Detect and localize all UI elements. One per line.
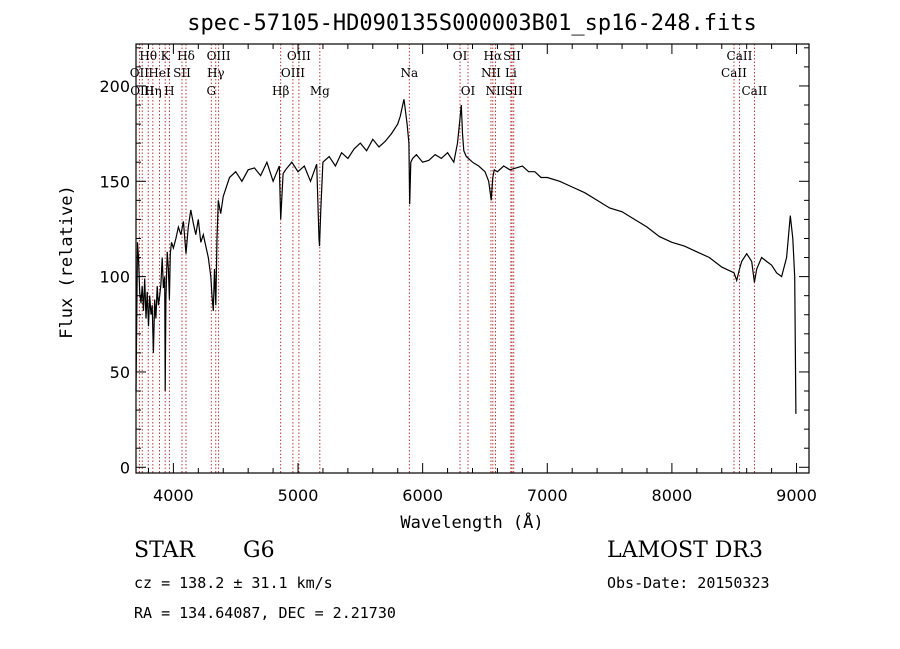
line-label-Ca-II-c: CaII (741, 84, 767, 98)
line-label-N-II-a: NII (481, 66, 501, 80)
line-label-H-delta: Hδ (177, 49, 195, 63)
line-label-Ca-II-a: CaII (727, 49, 753, 63)
line-label-O-III-d: OIII (281, 66, 305, 80)
x-tick-label: 4000 (153, 486, 194, 505)
x-tick-label: 6000 (402, 486, 443, 505)
line-label-O-II: OII (130, 66, 150, 80)
line-label-S-II-b: SII (503, 49, 521, 63)
y-axis-label: Flux (relative) (57, 185, 77, 339)
y-tick-label: 100 (99, 268, 130, 287)
y-tick-label: 50 (110, 363, 130, 382)
line-label-O-I-a: OI (453, 49, 468, 63)
line-label-H-beta: Hβ (272, 84, 289, 98)
line-label-G: G (206, 84, 216, 98)
line-label-O-I-b: OI (461, 84, 476, 98)
y-axis-ticks: 0 50 100 150 200 (99, 47, 809, 477)
x-tick-label: 7000 (527, 486, 568, 505)
x-tick-label: 9000 (776, 486, 817, 505)
redshift-readout: cz = 138.2 ± 31.1 km/s (134, 574, 333, 592)
subclass: G6 (243, 538, 275, 563)
line-label-Na: Na (400, 66, 418, 80)
object-class: STAR (134, 538, 195, 563)
x-tick-label: 8000 (652, 486, 693, 505)
line-label-H: H (164, 84, 174, 98)
x-tick-label: 5000 (278, 486, 319, 505)
survey-name: LAMOST DR3 (607, 538, 763, 563)
line-label-He-I: HeI (148, 66, 171, 80)
x-axis-label: Wavelength (Å) (400, 511, 543, 533)
line-label-H-theta: Hθ (139, 49, 157, 63)
spectral-line-markers (138, 44, 755, 473)
line-label-O-III-c: OIII (287, 49, 311, 63)
line-label-S-II-a: SII (173, 66, 191, 80)
line-label-Mg: Mg (310, 84, 330, 98)
y-tick-label: 150 (99, 172, 130, 191)
obs-date: Obs-Date: 20150323 (607, 574, 770, 592)
y-tick-label: 0 (120, 458, 130, 477)
line-label-S-II-c: SII (505, 84, 523, 98)
line-label-H-eta: Hη (144, 84, 162, 98)
plot-frame (135, 43, 810, 474)
chart-title: spec-57105-HD090135S000003B01_sp16-248.f… (187, 11, 757, 36)
spectrum-series-line (135, 99, 797, 414)
line-label-H-gamma: Hγ (207, 66, 225, 80)
y-tick-label: 200 (99, 77, 130, 96)
line-label-O-III-b: OIII (207, 49, 231, 63)
x-axis-ticks: 4000 5000 6000 7000 8000 9000 (147, 44, 817, 505)
line-label-N-II-b: NII (485, 84, 505, 98)
line-label-H-alpha: Hα (484, 49, 503, 63)
coordinates: RA = 134.64087, DEC = 2.21730 (134, 604, 396, 622)
line-label-Ca-II-b: CaII (721, 66, 747, 80)
line-label-K: K (161, 49, 171, 63)
line-label-Li: Li (505, 66, 517, 80)
